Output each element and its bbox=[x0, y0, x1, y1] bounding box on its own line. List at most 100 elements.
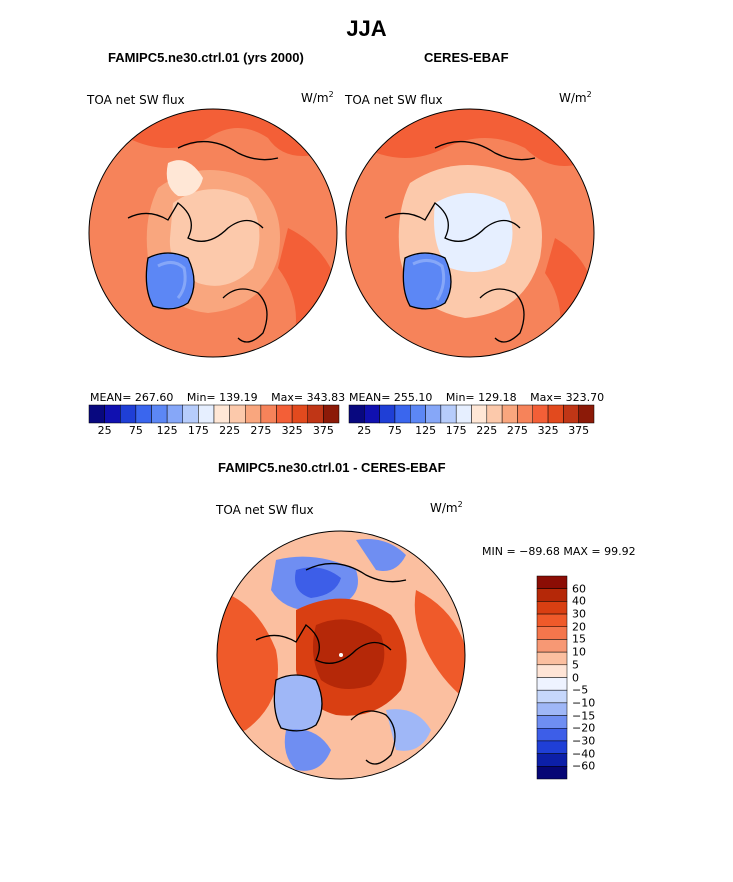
colorbar-swatch bbox=[120, 404, 137, 424]
colorbar-tick: 25 bbox=[357, 424, 372, 437]
colorbar-swatch bbox=[151, 404, 168, 424]
colorbar-swatch bbox=[260, 404, 277, 424]
colorbar-swatch bbox=[536, 613, 568, 627]
colorbar-swatch bbox=[536, 740, 568, 754]
panel-1-variable-label: TOA net SW flux bbox=[87, 93, 185, 107]
panel-2-case-title: CERES-EBAF bbox=[424, 50, 509, 65]
colorbar-label: −10 bbox=[572, 696, 596, 710]
colorbar-swatch bbox=[536, 677, 568, 691]
colorbar-swatch bbox=[547, 404, 564, 424]
colorbar-swatch bbox=[229, 404, 246, 424]
panel-2-polar-map bbox=[345, 108, 595, 358]
colorbar-label: −60 bbox=[572, 759, 596, 773]
colorbar-swatch bbox=[182, 404, 199, 424]
colorbar-label: 20 bbox=[572, 620, 586, 634]
panel-1-coastline-b bbox=[145, 252, 195, 310]
diff-units: W/m2 bbox=[430, 500, 463, 515]
panel-2-mean: MEAN= 255.10 bbox=[349, 391, 433, 404]
diff-cool-greenland bbox=[274, 675, 322, 731]
diff-cool-southeast bbox=[386, 709, 431, 751]
colorbar-swatch bbox=[379, 404, 396, 424]
colorbar-tick: 125 bbox=[156, 424, 178, 437]
colorbar-label: −40 bbox=[572, 747, 596, 761]
colorbar-swatch bbox=[536, 575, 568, 589]
colorbar-swatch bbox=[440, 404, 457, 424]
colorbar-swatch bbox=[486, 404, 503, 424]
colorbar-swatch bbox=[536, 715, 568, 729]
panel-2-units-sup: 2 bbox=[586, 90, 592, 99]
diff-coastline-a bbox=[255, 624, 392, 664]
colorbar-swatch bbox=[410, 404, 426, 424]
colorbar-swatch bbox=[578, 404, 595, 424]
panel-1-colorbar bbox=[88, 404, 340, 424]
colorbar-label: 5 bbox=[572, 658, 579, 672]
colorbar-label: −20 bbox=[572, 721, 596, 735]
colorbar-swatch bbox=[471, 404, 488, 424]
panel-1-coastline-d bbox=[177, 140, 279, 161]
colorbar-label: 40 bbox=[572, 594, 586, 608]
colorbar-tick: 225 bbox=[476, 424, 498, 437]
colorbar-tick: 175 bbox=[445, 424, 467, 437]
panel-1-stats: MEAN= 267.60 Min= 139.19 Max= 343.83 bbox=[90, 391, 345, 404]
diff-cool-northeast bbox=[356, 539, 406, 571]
colorbar-swatch bbox=[135, 404, 152, 424]
colorbar-swatch bbox=[213, 404, 230, 424]
colorbar-swatch bbox=[536, 588, 568, 602]
diff-pole-marker bbox=[339, 653, 343, 657]
panel-2-variable-label: TOA net SW flux bbox=[345, 93, 443, 107]
colorbar-tick: 75 bbox=[128, 424, 143, 437]
colorbar-tick: 125 bbox=[415, 424, 437, 437]
colorbar-tick: 325 bbox=[537, 424, 559, 437]
colorbar-tick: 325 bbox=[281, 424, 303, 437]
panel-2-colorbar bbox=[348, 404, 595, 424]
diff-units-text: W/m bbox=[430, 501, 458, 515]
colorbar-swatch bbox=[536, 651, 568, 666]
page-title: JJA bbox=[346, 16, 387, 41]
colorbar-swatch bbox=[536, 639, 568, 653]
diff-hot-core bbox=[312, 619, 385, 689]
panel-1-coastline-c bbox=[222, 288, 268, 343]
diff-colorbar-labels: 60 40 30 20 15 10 5 0 −5 −10 −15 −20 −30… bbox=[572, 576, 612, 779]
colorbar-swatch bbox=[536, 664, 568, 678]
colorbar-swatch bbox=[276, 404, 293, 424]
colorbar-label: 30 bbox=[572, 607, 586, 621]
panel-1-pale-patch bbox=[166, 160, 203, 197]
colorbar-swatch bbox=[501, 404, 518, 424]
colorbar-label: −15 bbox=[572, 709, 596, 723]
diff-title: FAMIPC5.ne30.ctrl.01 - CERES-EBAF bbox=[218, 460, 446, 475]
colorbar-tick: 225 bbox=[219, 424, 241, 437]
colorbar-swatch bbox=[323, 404, 340, 424]
panel-1-units-sup: 2 bbox=[328, 90, 334, 99]
colorbar-swatch bbox=[536, 689, 568, 704]
colorbar-tick: 75 bbox=[387, 424, 402, 437]
panel-1-polar-map bbox=[88, 108, 338, 358]
panel-2-ice-region bbox=[434, 193, 513, 272]
panel-2-min: Min= 129.18 bbox=[445, 391, 517, 404]
panel-2-coastline-c bbox=[479, 288, 525, 343]
diff-cool-south bbox=[284, 729, 331, 771]
colorbar-swatch bbox=[166, 404, 183, 424]
colorbar-tick: 175 bbox=[187, 424, 209, 437]
panel-2-outline bbox=[345, 108, 595, 358]
panel-1-colorbar-ticks: 25 75 125 175 225 275 325 375 bbox=[89, 424, 339, 440]
colorbar-swatch bbox=[198, 404, 215, 424]
panel-1-mean: MEAN= 267.60 bbox=[90, 391, 174, 404]
panel-1-units-text: W/m bbox=[301, 91, 329, 105]
panel-1-min: Min= 139.19 bbox=[186, 391, 258, 404]
colorbar-swatch bbox=[104, 404, 121, 424]
colorbar-swatch bbox=[532, 404, 549, 424]
diff-units-sup: 2 bbox=[457, 500, 463, 509]
panel-1-outline bbox=[88, 108, 338, 358]
colorbar-swatch bbox=[348, 404, 365, 424]
colorbar-tick: 275 bbox=[250, 424, 272, 437]
colorbar-swatch bbox=[517, 404, 533, 424]
colorbar-swatch bbox=[536, 728, 568, 742]
colorbar-swatch bbox=[536, 766, 568, 780]
panel-2-units: W/m2 bbox=[559, 90, 592, 105]
colorbar-swatch bbox=[291, 404, 308, 424]
diff-cool-north-core bbox=[295, 567, 341, 598]
colorbar-swatch bbox=[563, 404, 579, 424]
panel-2-colorbar-ticks: 25 75 125 175 225 275 325 375 bbox=[349, 424, 594, 440]
panel-1-case-title: FAMIPC5.ne30.ctrl.01 (yrs 2000) bbox=[108, 50, 304, 65]
colorbar-tick: 25 bbox=[97, 424, 112, 437]
